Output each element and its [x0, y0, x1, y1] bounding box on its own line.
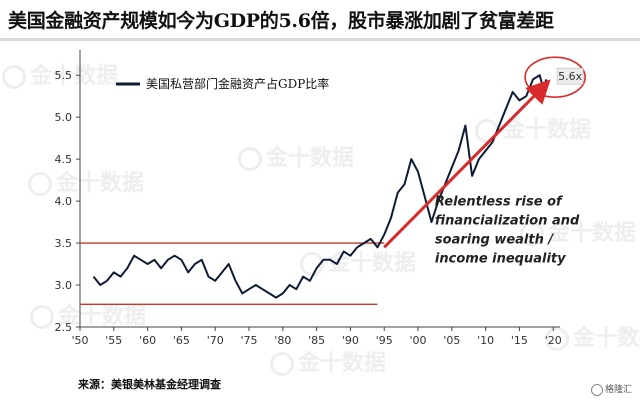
- y-tick-label: 4.0: [55, 195, 73, 208]
- trend-arrow: [383, 79, 551, 249]
- y-tick-label: 5.5: [55, 69, 73, 82]
- y-tick-label: 4.5: [55, 153, 73, 166]
- y-tick-label: 3.5: [55, 237, 73, 250]
- title-divider: [0, 38, 640, 41]
- line-chart: 2.5 3.0 3.5 4.0 4.5 5.0 5.5 '50 '55 '60 '65 '70 '75 '…: [55, 50, 586, 347]
- annotation-line: income inequality: [435, 251, 566, 266]
- source-note: 来源：美银美林基金经理调查: [78, 378, 221, 391]
- x-tick-label: '65: [173, 334, 190, 347]
- x-tick-label: '95: [376, 334, 393, 347]
- x-tick-label: '00: [410, 334, 427, 347]
- annotation-line: financialization and: [435, 213, 580, 228]
- x-tick-label: '60: [139, 334, 156, 347]
- corner-brand: 格隆汇: [590, 382, 632, 396]
- x-tick-label: '05: [443, 334, 460, 347]
- x-tick-label: '90: [342, 334, 359, 347]
- y-tick-label: 3.0: [55, 279, 73, 292]
- x-tick-label: '85: [308, 334, 325, 347]
- x-tick-label: '10: [477, 334, 494, 347]
- brand-logo-icon: [590, 383, 603, 396]
- y-tick-label: 5.0: [55, 111, 73, 124]
- x-tick-label: '20: [545, 334, 562, 347]
- highlight-label: 5.6x: [558, 70, 582, 83]
- x-tick-label: '70: [207, 334, 224, 347]
- annotation-line: Relentless rise of: [435, 194, 564, 209]
- x-tick-label: '80: [274, 334, 291, 347]
- highlight-label-box: [556, 67, 584, 85]
- x-tick-label: '55: [105, 334, 122, 347]
- corner-brand-text: 格隆汇: [604, 385, 632, 395]
- y-tick-label: 2.5: [55, 321, 73, 334]
- series-line: [92, 74, 548, 299]
- legend-label: 美国私营部门金融资产占GDP比率: [146, 76, 329, 91]
- page-title: 美国金融资产规模如今为GDP的5.6倍，股市暴涨加剧了贫富差距: [8, 10, 554, 32]
- x-tick-label: '15: [511, 334, 528, 347]
- highlight-circle: [524, 56, 586, 98]
- x-tick-label: '50: [71, 334, 88, 347]
- annotation-line: soaring wealth /: [435, 232, 554, 247]
- x-tick-label: '75: [240, 334, 257, 347]
